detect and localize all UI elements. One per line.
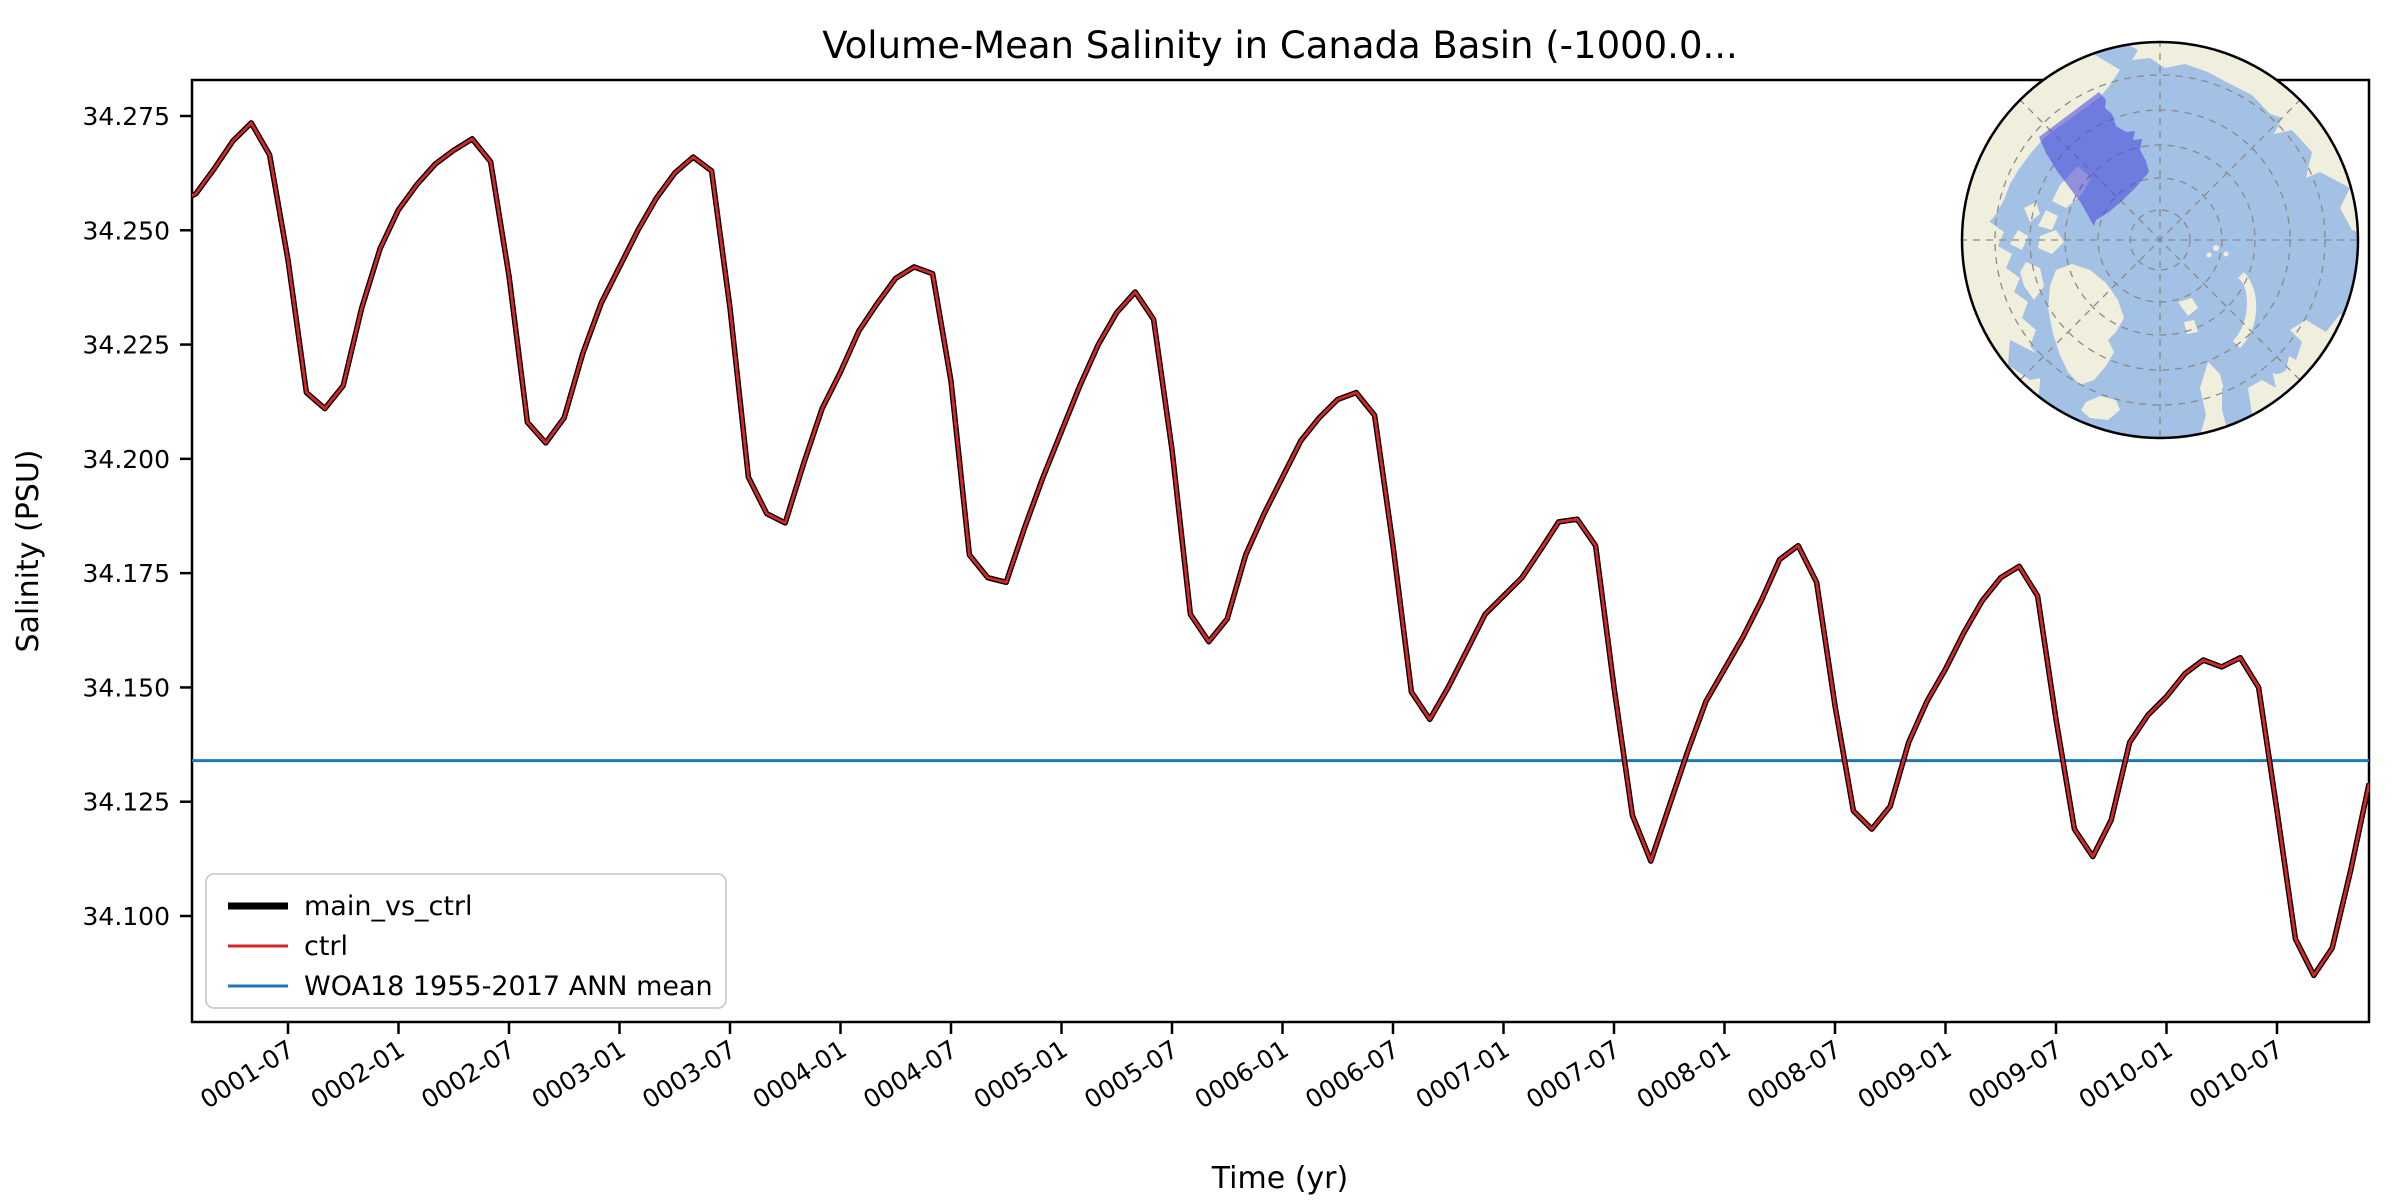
x-tick-label: 0010-07	[2184, 1034, 2288, 1114]
x-tick-label: 0003-01	[527, 1034, 631, 1114]
y-tick-label: 34.150	[83, 673, 170, 702]
land-svalbard	[2178, 298, 2198, 316]
map-border	[1960, 40, 2360, 440]
x-tick-label: 0002-07	[416, 1034, 520, 1114]
x-tick-label: 0004-01	[748, 1034, 852, 1114]
x-tick-label: 0009-01	[1853, 1034, 1957, 1114]
y-axis-label: Salinity (PSU)	[11, 450, 46, 653]
x-tick-label: 0005-07	[1079, 1034, 1183, 1114]
x-tick-label: 0005-01	[969, 1034, 1073, 1114]
y-tick-label: 34.225	[83, 331, 170, 360]
x-tick-label: 0006-01	[1190, 1034, 1294, 1114]
legend-label: main_vs_ctrl	[304, 891, 473, 922]
legend-box	[205, 873, 727, 1009]
x-tick-label: 0004-07	[858, 1034, 962, 1114]
y-tick-label: 34.275	[83, 102, 170, 131]
land-archipelago	[2024, 202, 2040, 222]
land-novaya-zemlya	[2233, 272, 2257, 348]
y-axis-ticks: 34.275 34.250 34.225 34.200 34.175 34.150 34.1…	[83, 102, 192, 931]
region-highlight-canada-basin	[2039, 92, 2149, 226]
x-axis-label: Time (yr)	[1211, 1161, 1348, 1196]
y-tick-label: 34.175	[83, 559, 170, 588]
series-layer	[192, 120, 2369, 979]
land-iceland	[2081, 396, 2120, 420]
legend-label: ctrl	[304, 931, 348, 962]
x-axis-ticks: 0001-07 0002-01 0002-07 0003-01 0003-07 0004-…	[195, 1022, 2288, 1114]
map-graticule	[1962, 42, 2358, 438]
land-franz-josef	[2223, 251, 2229, 257]
chart-title: Volume-Mean Salinity in Canada Basin (-1…	[822, 24, 1738, 67]
land-archipelago	[2038, 210, 2058, 230]
x-tick-label: 0007-07	[1521, 1034, 1625, 1114]
x-tick-label: 0009-07	[1963, 1034, 2067, 1114]
x-tick-label: 0010-01	[2074, 1034, 2178, 1114]
x-tick-label: 0001-07	[195, 1034, 299, 1114]
land-archipelago	[2010, 230, 2028, 250]
y-tick-label: 34.200	[83, 445, 170, 474]
x-tick-label: 0008-07	[1742, 1034, 1846, 1114]
legend-label: WOA18 1955-2017 ANN mean	[304, 971, 713, 1002]
land-baffin-island	[2020, 262, 2044, 300]
x-tick-label: 0002-01	[306, 1034, 410, 1114]
y-tick-label: 34.125	[83, 788, 170, 817]
land-franz-josef	[2213, 245, 2219, 251]
y-tick-label: 34.250	[83, 216, 170, 245]
y-tick-label: 34.100	[83, 902, 170, 931]
x-tick-label: 0003-07	[637, 1034, 741, 1114]
land-archipelago	[2038, 230, 2064, 254]
x-tick-label: 0008-01	[1632, 1034, 1736, 1114]
x-tick-label: 0006-07	[1300, 1034, 1404, 1114]
series-ctrl	[192, 121, 2369, 977]
x-tick-label: 0007-01	[1411, 1034, 1515, 1114]
land-franz-josef	[2206, 252, 2212, 258]
hudson-strait	[2008, 340, 2055, 380]
